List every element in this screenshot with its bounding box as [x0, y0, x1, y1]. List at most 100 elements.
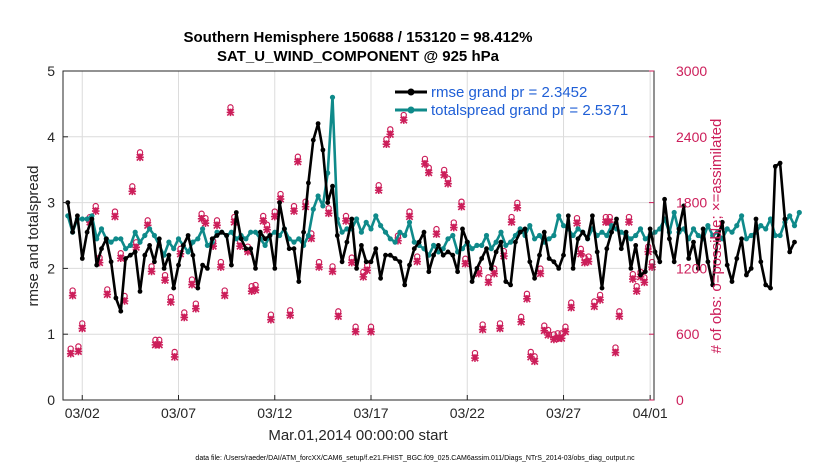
totalspread-point	[320, 203, 326, 209]
obs-assimilated-mark	[78, 324, 87, 333]
totalspread-point	[339, 229, 345, 235]
obs-assimilated-mark	[143, 221, 152, 230]
obs-assimilated-mark	[386, 130, 395, 139]
totalspread-point	[767, 216, 774, 222]
obs-assimilated-mark	[374, 186, 383, 195]
totalspread-point	[758, 223, 764, 229]
totalspread-point	[604, 232, 610, 239]
obs-marker	[315, 258, 323, 271]
obs-marker	[640, 274, 649, 287]
totalspread-point	[171, 246, 177, 252]
rmse-point	[436, 243, 441, 248]
rmse-point	[546, 256, 552, 261]
obs-marker	[192, 300, 200, 313]
totalspread-point	[575, 226, 581, 232]
obs-marker	[151, 336, 160, 349]
obs-assimilated-mark	[475, 269, 483, 278]
rmse-point	[156, 236, 162, 242]
totalspread-point	[560, 223, 567, 229]
rmse-point	[306, 180, 311, 186]
rmse-point	[248, 246, 254, 252]
obs-assimilated-mark	[544, 331, 552, 339]
obs-assimilated-mark	[286, 311, 294, 320]
obs-marker	[66, 345, 75, 358]
rmse-point	[580, 229, 586, 235]
obs-marker	[128, 183, 137, 196]
rmse-point	[190, 252, 196, 258]
totalspread-point	[147, 226, 153, 232]
left-tick-label: 5	[47, 63, 55, 79]
rmse-point	[272, 266, 278, 271]
rmse-point	[262, 236, 268, 242]
obs-marker	[611, 344, 620, 357]
obs-marker	[449, 219, 458, 232]
rmse-point	[205, 266, 210, 271]
rmse-point	[209, 236, 215, 242]
rmse-point	[315, 121, 321, 126]
x-axis-label: Mar.01,2014 00:00:00 start	[268, 427, 448, 444]
obs-marker	[286, 307, 294, 320]
totalspread-point	[671, 209, 677, 216]
obs-assimilated-mark	[399, 116, 408, 124]
obs-assimilated-mark	[197, 214, 206, 223]
obs-assimilated-mark	[478, 325, 487, 334]
obs-assimilated-mark	[180, 313, 189, 322]
rmse-point	[373, 246, 379, 252]
rmse-point	[474, 266, 480, 271]
totalspread-point	[450, 232, 456, 239]
right-tick-label: 2400	[676, 129, 707, 145]
rmse-point	[387, 252, 393, 258]
rmse-point	[758, 259, 764, 265]
obs-assimilated-mark	[596, 296, 604, 304]
obs-marker	[405, 208, 414, 221]
left-tick-label: 2	[47, 260, 55, 276]
rmse-point	[570, 266, 576, 271]
rmse-point	[753, 216, 759, 222]
obs-marker	[351, 323, 360, 336]
obs-marker	[161, 271, 169, 284]
obs-marker	[424, 164, 433, 177]
totalspread-point	[483, 232, 490, 239]
rmse-point	[233, 210, 239, 215]
obs-assimilated-mark	[294, 157, 302, 166]
obs-marker	[590, 298, 599, 311]
totalspread-point	[190, 239, 196, 245]
totalspread-point	[469, 246, 475, 252]
totalspread-point	[628, 236, 634, 242]
rmse-point	[349, 216, 355, 222]
totalspread-point	[743, 236, 750, 242]
obs-marker	[550, 331, 558, 344]
rmse-point	[368, 259, 374, 265]
totalspread-point	[204, 242, 210, 248]
rmse-point	[647, 226, 653, 232]
obs-assimilated-mark	[540, 326, 549, 335]
totalspread-point	[695, 232, 701, 239]
rmse-point	[739, 236, 744, 242]
obs-assimilated-mark	[536, 269, 545, 278]
rmse-point	[686, 256, 692, 261]
totalspread-point	[392, 239, 398, 245]
obs-assimilated-mark	[484, 278, 493, 287]
obs-marker	[544, 326, 552, 339]
obs-marker	[136, 149, 144, 162]
rmse-point	[152, 259, 157, 265]
obs-marker	[573, 214, 581, 227]
obs-assimilated-mark	[424, 168, 433, 177]
rmse-point	[565, 213, 571, 219]
obs-marker	[432, 225, 441, 238]
totalspread-point	[248, 229, 254, 235]
rmse-point	[469, 279, 475, 284]
totalspread-point	[228, 229, 234, 235]
obs-assimilated-mark	[471, 354, 479, 362]
rmse-point	[84, 229, 90, 235]
legend-rmse-marker	[407, 88, 415, 96]
obs-marker	[263, 221, 271, 234]
right-tick-label: 3000	[676, 63, 707, 79]
obs-assimilated-mark	[267, 315, 275, 324]
x-tick-label: 03/22	[450, 405, 485, 421]
rmse-point	[671, 259, 677, 265]
obs-assimilated-mark	[513, 203, 522, 212]
rmse-point	[599, 285, 605, 291]
obs-marker	[267, 311, 275, 324]
obs-assimilated-mark	[444, 179, 452, 188]
